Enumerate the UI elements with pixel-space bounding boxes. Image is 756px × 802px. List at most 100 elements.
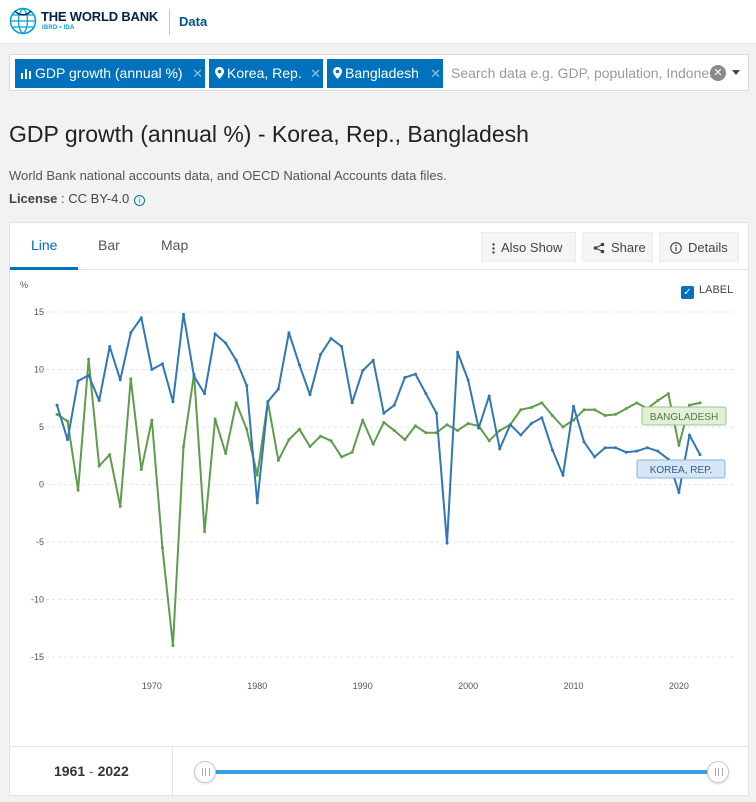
data-point [519, 408, 523, 412]
data-point [66, 438, 70, 442]
clear-search-icon[interactable]: ✕ [710, 65, 726, 81]
slider-start-handle[interactable] [194, 761, 216, 783]
data-point [593, 408, 597, 412]
data-point [572, 418, 576, 422]
chevron-down-icon[interactable] [732, 70, 740, 75]
brand-title[interactable]: THE WORLD BANK [41, 9, 159, 24]
y-tick-label: -10 [31, 595, 44, 605]
data-point [192, 374, 196, 378]
tag-indicator-label: GDP growth (annual %) [35, 65, 183, 81]
data-point [392, 428, 396, 432]
y-tick-label: 15 [34, 307, 44, 317]
remove-tag-icon[interactable]: ✕ [430, 66, 441, 81]
tag-country-korea[interactable]: Korea, Rep. ✕ [209, 59, 323, 88]
line-chart: % 15 10 5 0 -5 -10 -15 1970 1980 1990 2000 2010 2020 B… [20, 280, 736, 691]
data-point [76, 488, 80, 492]
brand-subtitle: IBRD • IDA [42, 25, 75, 31]
data-point [445, 423, 449, 427]
tag-indicator[interactable]: GDP growth (annual %) ✕ [15, 59, 205, 88]
data-point [466, 378, 470, 382]
remove-tag-icon[interactable]: ✕ [192, 66, 203, 81]
data-point [624, 407, 628, 411]
data-point [319, 434, 323, 438]
data-point [203, 530, 207, 534]
y-tick-label: 10 [34, 365, 44, 375]
share-icon [593, 242, 605, 254]
y-axis-unit: % [20, 280, 28, 290]
data-point [308, 393, 312, 397]
data-point [287, 438, 291, 442]
top-header: THE WORLD BANK IBRD • IDA Data [0, 0, 756, 44]
data-point [698, 401, 702, 405]
data-point [181, 445, 185, 449]
year-range: 1961 - 2022 [54, 763, 129, 779]
data-point [487, 439, 491, 443]
tag-country-bangladesh[interactable]: Bangladesh ✕ [327, 59, 443, 88]
data-point [203, 392, 207, 396]
year-range-slider[interactable] [205, 770, 719, 774]
data-point [150, 368, 154, 371]
data-point [129, 377, 133, 381]
data-point [392, 403, 396, 407]
info-icon[interactable]: i [134, 195, 146, 206]
data-point [582, 408, 586, 412]
tab-line[interactable]: Line [10, 223, 78, 270]
data-point [624, 450, 628, 454]
data-point [329, 336, 333, 340]
checkbox-checked-icon[interactable]: ✓ [681, 286, 694, 299]
data-point [319, 353, 323, 357]
data-point [171, 400, 175, 404]
tab-map[interactable]: Map [161, 237, 189, 253]
license-value[interactable]: CC BY-4.0 [68, 191, 130, 206]
data-point [340, 345, 344, 348]
data-point [413, 372, 417, 376]
data-point [350, 450, 354, 454]
year-range-box: 1961 - 2022 [10, 747, 173, 796]
series-line-bangladesh [56, 358, 701, 647]
search-input[interactable] [451, 61, 711, 85]
data-point [371, 442, 375, 446]
data-point [76, 379, 80, 383]
data-point [361, 418, 365, 422]
data-point [603, 446, 607, 450]
remove-tag-icon[interactable]: ✕ [310, 66, 321, 81]
data-point [108, 453, 112, 457]
data-point [329, 439, 333, 443]
data-section-link[interactable]: Data [179, 14, 208, 29]
data-point [118, 504, 122, 508]
x-tick-label: 1990 [353, 681, 373, 691]
data-point [297, 363, 301, 367]
header-divider [169, 9, 170, 35]
data-point [477, 426, 481, 430]
label-toggle[interactable]: ✓ LABEL [681, 284, 733, 299]
chart-card: Line Bar Map Also Show Share Details % 15… [9, 222, 749, 796]
x-tick-label: 1970 [142, 681, 162, 691]
data-point [297, 427, 301, 431]
data-point [55, 403, 59, 407]
slider-end-handle[interactable] [707, 761, 729, 783]
series-label-korea: KOREA, REP. [650, 465, 713, 476]
data-point [498, 447, 502, 451]
indicator-search-bar[interactable]: GDP growth (annual %) ✕ Korea, Rep. ✕ Ba… [9, 54, 749, 91]
series-label-korea-box [636, 459, 726, 479]
data-point [97, 464, 101, 468]
world-bank-globe-icon[interactable] [9, 7, 37, 35]
data-point [666, 392, 670, 396]
data-point [550, 414, 554, 417]
also-show-button[interactable]: Also Show [481, 232, 576, 262]
data-point [572, 404, 576, 408]
tab-bar[interactable]: Bar [98, 237, 120, 253]
x-tick-label: 2000 [458, 681, 478, 691]
details-button[interactable]: Details [659, 232, 739, 262]
series-label-bangladesh-box [641, 406, 727, 426]
data-point [487, 394, 491, 398]
data-point [108, 345, 112, 348]
data-point [434, 411, 438, 415]
data-point [276, 458, 280, 462]
data-point [687, 403, 691, 407]
data-point [677, 491, 681, 495]
data-point [308, 445, 312, 449]
share-button[interactable]: Share [582, 232, 653, 262]
data-point [224, 341, 228, 345]
data-point [698, 453, 702, 457]
